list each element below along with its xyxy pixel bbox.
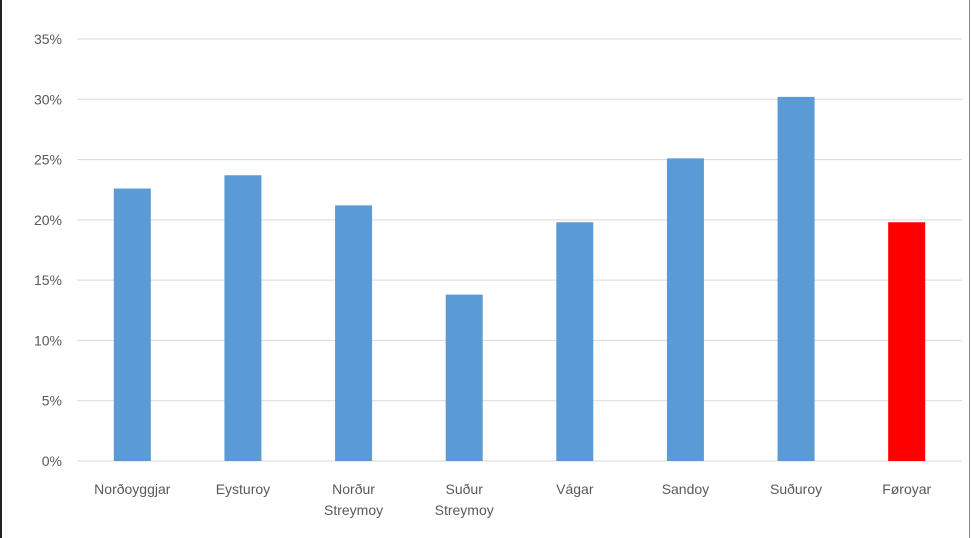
bar	[777, 96, 815, 462]
x-category-label: Norður	[332, 481, 375, 497]
y-tick-label: 35%	[34, 31, 62, 47]
x-category-label: Føroyar	[882, 481, 931, 497]
y-tick-label: 10%	[34, 332, 62, 348]
bar	[445, 294, 483, 461]
x-category-label: Eysturoy	[216, 481, 270, 497]
y-tick-label: 15%	[34, 272, 62, 288]
y-tick-label: 25%	[34, 152, 62, 168]
x-category-label: Norðoyggjar	[94, 481, 171, 497]
bar	[335, 205, 373, 461]
x-category-label: Vágar	[556, 481, 594, 497]
x-category-label: Streymoy	[435, 502, 494, 518]
bar	[888, 222, 926, 461]
x-category-label: Streymoy	[324, 502, 383, 518]
y-tick-label: 30%	[34, 91, 62, 107]
x-category-label: Suður	[446, 481, 484, 497]
bar	[224, 175, 262, 461]
bar	[556, 222, 594, 461]
y-tick-label: 20%	[34, 212, 62, 228]
y-tick-label: 5%	[42, 393, 62, 409]
bar	[666, 158, 704, 461]
y-tick-label: 0%	[42, 453, 62, 469]
x-category-label: Sandoy	[662, 481, 709, 497]
x-category-label: Suðuroy	[770, 481, 822, 497]
bar	[113, 188, 151, 461]
